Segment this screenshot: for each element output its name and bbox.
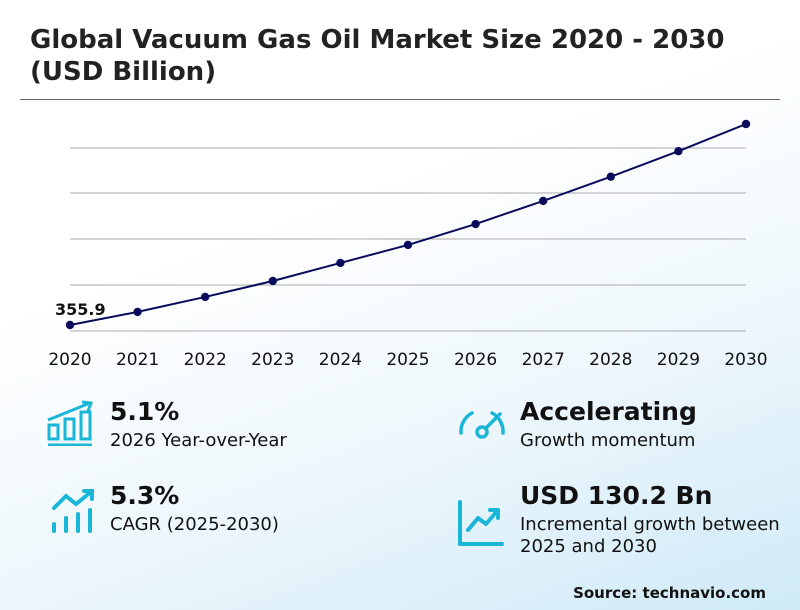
incremental-label: Incremental growth between 2025 and 2030	[520, 514, 780, 557]
incremental-value: USD 130.2 Bn	[520, 481, 713, 510]
data-label: 355.9	[55, 300, 106, 319]
x-tick-label: 2030	[724, 350, 767, 370]
x-tick-label: 2029	[657, 350, 700, 370]
data-point-2025	[403, 240, 413, 250]
data-point-2020	[65, 320, 75, 330]
series-line	[69, 123, 747, 326]
momentum-value: Accelerating	[520, 397, 697, 426]
x-tick-label: 2020	[48, 350, 91, 370]
data-point-2029	[674, 147, 683, 156]
data-point-2021	[133, 307, 142, 317]
line-chart: 2020 2021 2022 2023 2024 2025 2026 2027 2028 2029…	[48, 119, 768, 370]
yoy-label: 2026 Year-over-Year	[110, 430, 287, 451]
line-chart-icon	[458, 500, 504, 546]
bar-chart-growth-icon	[47, 400, 94, 446]
data-point-2026	[471, 219, 480, 229]
cagr-label: CAGR (2025-2030)	[110, 514, 279, 535]
data-point-2023	[268, 276, 277, 286]
yoy-value: 5.1%	[110, 397, 180, 426]
x-tick-label: 2028	[589, 350, 632, 370]
data-point-2027	[539, 196, 548, 206]
x-tick-label: 2026	[454, 350, 497, 370]
source-credit: Source: technavio.com	[573, 584, 766, 602]
data-point-2030	[741, 119, 751, 129]
data-point-2024	[336, 258, 345, 268]
x-tick-label: 2022	[184, 350, 227, 370]
chart-title: Global Vacuum Gas Oil Market Size 2020 -…	[30, 25, 725, 87]
momentum-label: Growth momentum	[520, 430, 696, 451]
trend-bars-icon	[52, 489, 94, 533]
data-point-2028	[606, 172, 615, 181]
x-tick-label: 2023	[251, 350, 294, 370]
x-tick-label: 2021	[116, 350, 159, 370]
x-tick-label: 2024	[319, 350, 362, 370]
data-point-2022	[201, 292, 210, 302]
cagr-value: 5.3%	[110, 481, 180, 510]
x-tick-label: 2027	[522, 350, 565, 370]
speedometer-icon	[459, 411, 505, 439]
title-divider	[20, 99, 780, 100]
x-tick-label: 2025	[386, 350, 429, 370]
